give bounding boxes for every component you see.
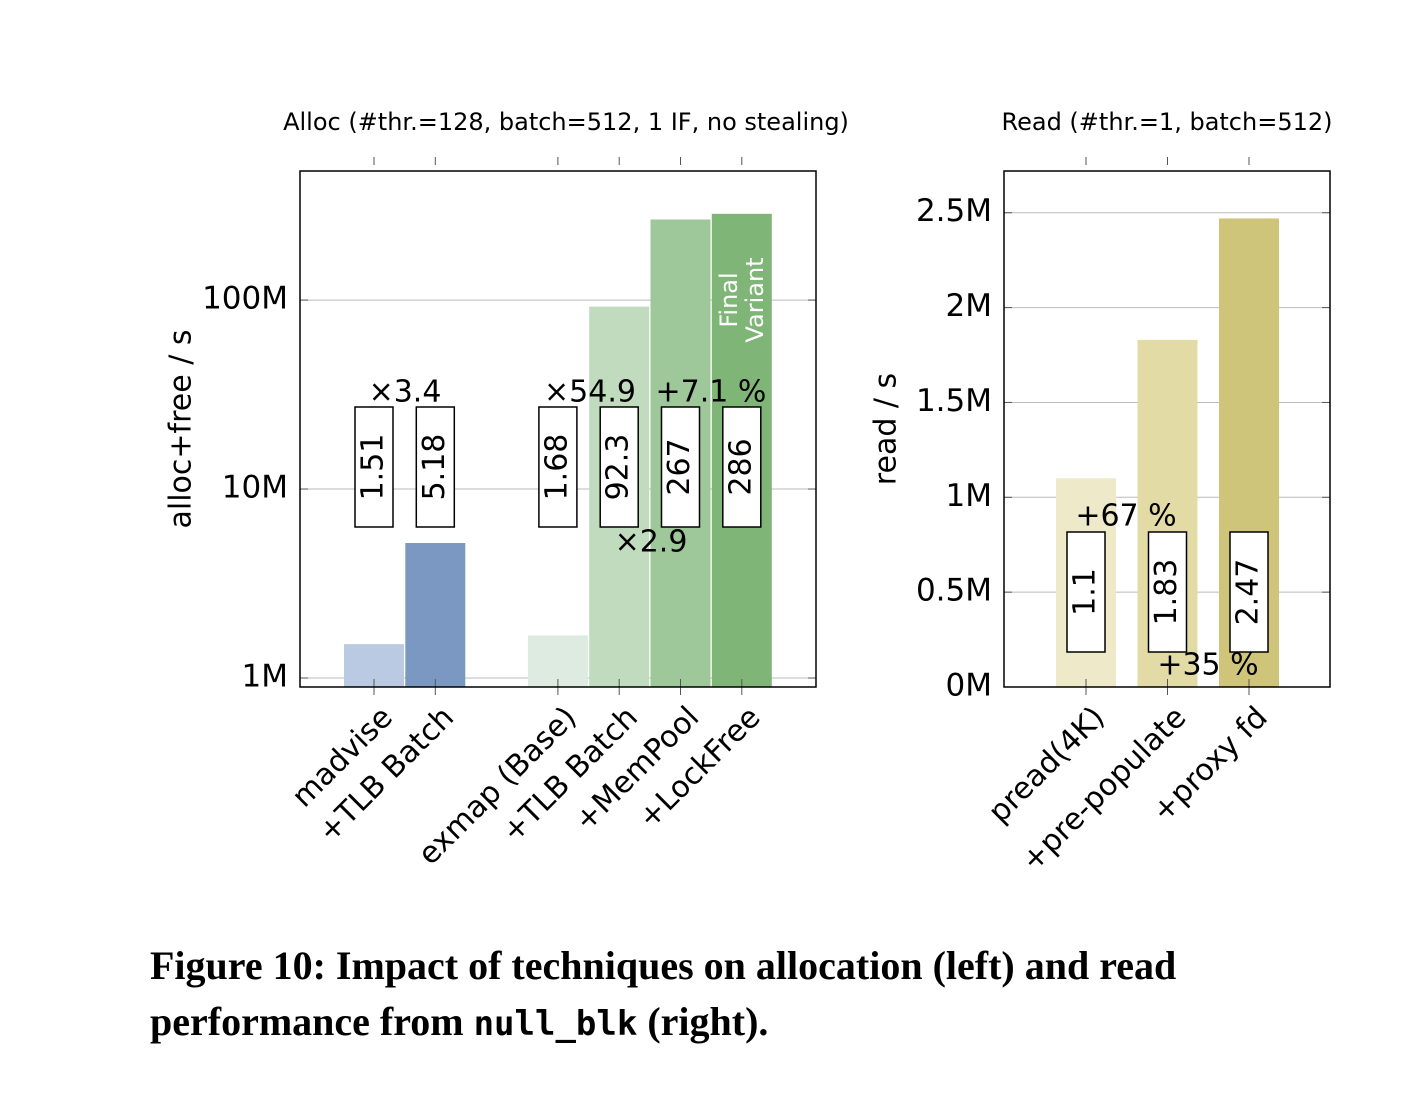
y-tick-label: 1.5M: [916, 383, 992, 419]
bar: [405, 543, 466, 687]
y-tick-label: 0.5M: [916, 573, 992, 609]
caption-text: (right).: [637, 999, 769, 1044]
caption-text: Figure 10: Impact of techniques on alloc…: [150, 943, 1177, 1044]
bar-note: Variant: [741, 257, 769, 342]
annotation: ×54.9: [544, 375, 636, 410]
value-label-box: [538, 406, 578, 528]
y-tick-label: 2.5M: [916, 193, 992, 229]
value-label-box: [1066, 531, 1106, 653]
y-axis-label: alloc+free / s: [164, 330, 199, 529]
caption-code: null_blk: [473, 1004, 638, 1044]
value-label: 1.51: [356, 434, 391, 501]
annotation: +35 %: [1157, 648, 1258, 683]
plot-frame: [1003, 170, 1331, 688]
value-label: 1.68: [539, 434, 574, 501]
annotation: ×2.9: [615, 525, 688, 560]
y-tick-label: 1M: [946, 478, 992, 514]
value-label-box: [599, 406, 639, 528]
y-tick-label: 100M: [202, 281, 288, 317]
value-label: 1.83: [1149, 559, 1184, 626]
value-label: 1.1: [1068, 568, 1103, 616]
value-label-box: [354, 406, 394, 528]
value-label-box: [1229, 531, 1269, 653]
value-label-box: [1147, 531, 1188, 653]
chart-title: Read (#thr.=1, batch=512): [1002, 108, 1333, 136]
y-tick-label: 2M: [946, 288, 992, 324]
bar: [527, 635, 588, 687]
value-label: 286: [723, 438, 758, 495]
bar-note: Final: [715, 272, 743, 327]
value-label-box: [415, 406, 456, 528]
caption: Figure 10: Impact of techniques on alloc…: [150, 938, 1370, 1052]
y-axis-label: read / s: [869, 373, 904, 485]
figure: Alloc (#thr.=128, batch=512, 1 IF, no st…: [164, 108, 1333, 878]
value-label-box: [660, 406, 701, 528]
value-label: 92.3: [601, 434, 636, 501]
y-tick-label: 0M: [946, 668, 992, 704]
chart-title: Alloc (#thr.=128, batch=512, 1 IF, no st…: [283, 108, 849, 136]
value-label: 5.18: [417, 434, 452, 501]
y-tick-label: 1M: [242, 658, 288, 694]
plot-frame: [299, 170, 817, 688]
annotation: +7.1 %: [656, 375, 767, 410]
value-label: 2.47: [1231, 559, 1266, 626]
annotation: +67 %: [1075, 499, 1176, 534]
value-label: 267: [662, 438, 697, 495]
value-label-box: [722, 406, 762, 528]
annotation: ×3.4: [369, 375, 442, 410]
y-tick-label: 10M: [222, 470, 288, 506]
